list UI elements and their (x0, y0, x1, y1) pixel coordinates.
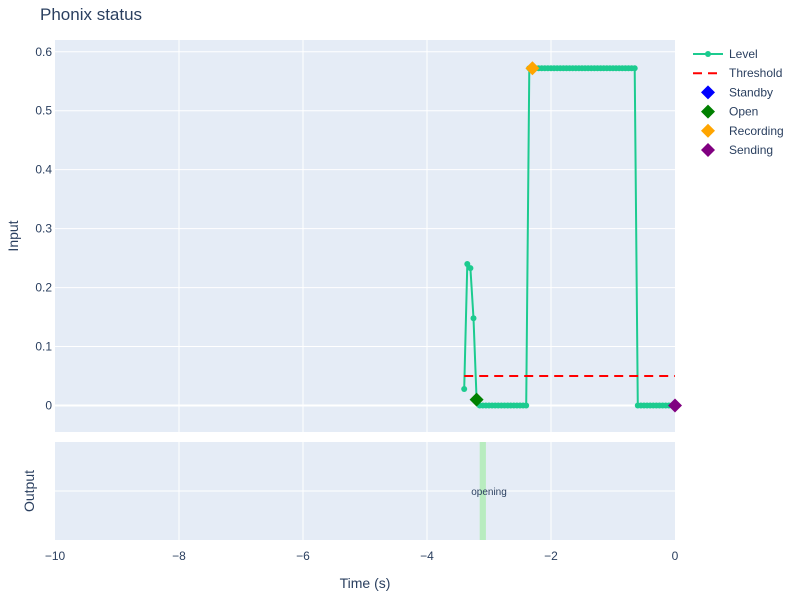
x-tick-label: −4 (420, 549, 434, 563)
legend: Level Threshold Standby Open Recording Sendin… (693, 47, 784, 157)
y-tick-label: 0.1 (35, 340, 52, 354)
legend-item-threshold: Threshold (693, 66, 782, 80)
series-level-point (470, 315, 477, 322)
top-grid (55, 40, 675, 432)
series-open-marker (469, 392, 484, 407)
bottom-grid (55, 442, 675, 540)
bottom-y-axis-title: Output (21, 470, 37, 512)
legend-level-label: Level (729, 47, 758, 61)
y-tick-label: 0.4 (35, 163, 52, 177)
x-tick-label: −2 (544, 549, 558, 563)
legend-item-standby: Standby (701, 85, 773, 100)
series-level-point (464, 261, 471, 267)
top-y-axis-title: Input (5, 220, 21, 251)
legend-item-sending: Sending (701, 143, 773, 157)
legend-standby-swatch (701, 85, 715, 100)
legend-threshold-label: Threshold (729, 66, 782, 80)
x-axis-title: Time (s) (340, 575, 391, 591)
top-plot-area (55, 40, 675, 432)
series-sending-marker (668, 398, 682, 413)
series-recording-marker (525, 61, 540, 76)
x-tick-label: −8 (172, 549, 186, 563)
output-annotation-opening: opening (471, 487, 507, 498)
y-tick-label: 0.2 (35, 281, 52, 295)
series-layer (461, 61, 682, 413)
legend-recording-label: Recording (729, 124, 784, 138)
top-y-ticks: 0 0.1 0.2 0.3 0.4 0.5 0.6 (35, 45, 52, 413)
legend-item-recording: Recording (701, 123, 784, 138)
chart-title: Phonix status (40, 5, 142, 24)
legend-level-swatch-marker (705, 51, 711, 57)
series-level-point (631, 65, 638, 72)
series-level-point (461, 385, 468, 392)
legend-open-label: Open (729, 105, 758, 119)
x-tick-label: −6 (296, 549, 310, 563)
y-tick-label: 0.6 (35, 45, 52, 59)
legend-sending-swatch (701, 143, 715, 157)
legend-open-swatch (701, 104, 715, 119)
x-tick-label: −10 (45, 549, 66, 563)
series-level-point (467, 265, 474, 272)
legend-item-open: Open (701, 104, 758, 119)
x-tick-label: 0 (672, 549, 679, 563)
y-tick-label: 0.5 (35, 104, 52, 118)
x-ticks: −10 −8 −6 −4 −2 0 (45, 549, 679, 563)
legend-sending-label: Sending (729, 143, 773, 157)
legend-standby-label: Standby (729, 85, 773, 99)
series-level-point (523, 402, 530, 409)
legend-recording-swatch (701, 123, 715, 138)
y-tick-label: 0.3 (35, 222, 52, 236)
output-span-opening (479, 442, 486, 540)
legend-item-level: Level (693, 47, 758, 61)
y-tick-label: 0 (45, 398, 52, 412)
